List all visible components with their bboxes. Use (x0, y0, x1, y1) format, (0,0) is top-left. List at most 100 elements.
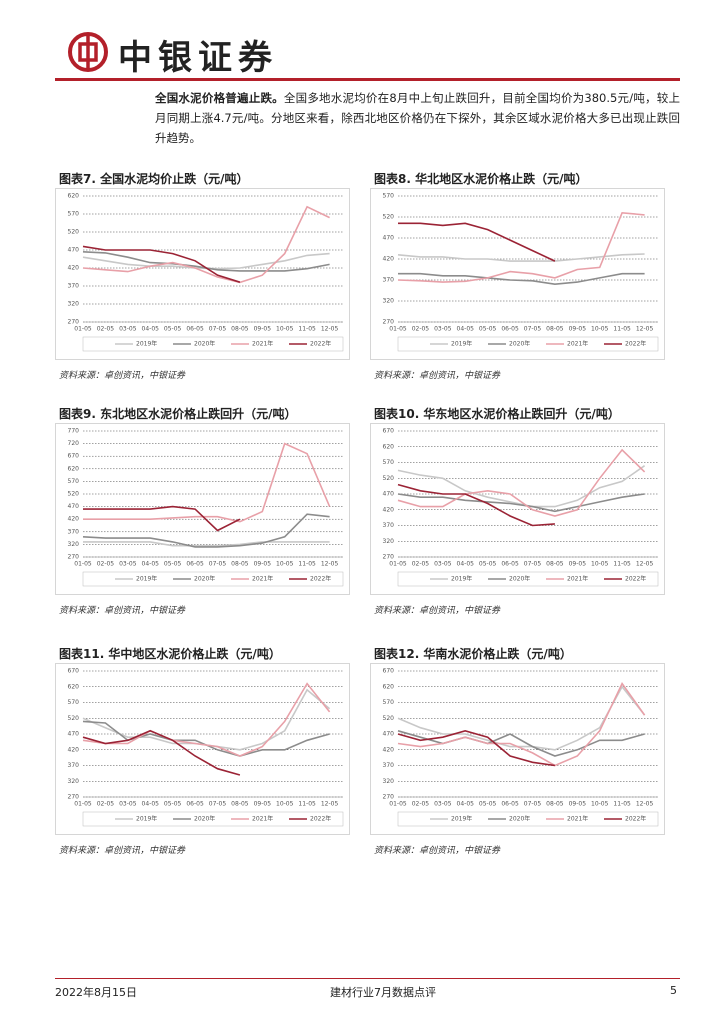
y-tick-label: 620 (383, 683, 395, 690)
y-tick-label: 470 (383, 235, 395, 242)
series-line (397, 448, 646, 517)
x-tick-label: 04-05 (457, 801, 475, 808)
line-chart: 270 320 370 420 470 520 570 620 670 01-05 02-05 03-… (55, 663, 350, 835)
x-tick-label: 08-05 (231, 801, 249, 808)
x-tick-label: 12-05 (321, 326, 339, 333)
x-tick-label: 05-05 (479, 801, 497, 808)
x-tick-label: 08-05 (231, 561, 249, 568)
x-tick-label: 06-05 (186, 326, 204, 333)
y-tick-label: 570 (68, 699, 80, 706)
legend-label: 2019年 (136, 340, 157, 348)
x-tick-label: 07-05 (524, 801, 542, 808)
x-tick-label: 05-05 (479, 561, 497, 568)
legend-label: 2021年 (252, 340, 273, 348)
legend-box (82, 811, 344, 827)
x-tick-label: 06-05 (501, 326, 519, 333)
x-tick-label: 09-05 (254, 561, 272, 568)
x-tick-label: 10-05 (276, 326, 294, 333)
y-tick-label: 670 (68, 668, 80, 675)
series-line (397, 483, 555, 527)
chart-title: 图表11. 华中地区水泥价格止跌（元/吨） (59, 647, 281, 661)
line-chart: 270 320 370 420 470 520 570 620 670 01-05 02-05 03-… (370, 423, 665, 595)
y-tick-label: 620 (68, 683, 80, 690)
legend-label: 2022年 (310, 340, 331, 348)
x-tick-label: 05-05 (479, 326, 497, 333)
y-tick-label: 620 (68, 465, 80, 472)
x-tick-label: 03-05 (119, 801, 137, 808)
y-tick-label: 670 (383, 668, 395, 675)
plot-frame (55, 423, 350, 595)
x-tick-label: 11-05 (613, 326, 631, 333)
y-tick-label: 270 (68, 319, 80, 326)
x-tick-label: 12-05 (636, 561, 654, 568)
footer-date: 2022年8月15日 (55, 986, 137, 999)
x-tick-label: 02-05 (412, 326, 430, 333)
legend-label: 2019年 (451, 575, 472, 583)
y-tick-label: 420 (383, 506, 395, 513)
x-tick-label: 11-05 (298, 326, 316, 333)
footer-report: 建材行业7月数据点评 (330, 986, 436, 999)
chart-source: 资料来源：卓创资讯，中银证券 (59, 371, 186, 381)
legend-box (397, 811, 659, 827)
y-tick-label: 320 (68, 541, 80, 548)
x-tick-label: 04-05 (142, 326, 160, 333)
y-tick-label: 570 (68, 211, 80, 218)
legend-box (82, 571, 344, 587)
y-tick-label: 520 (383, 715, 395, 722)
line-chart: 270 320 370 420 470 520 570 620 670 01-05 02-05 03-… (370, 663, 665, 835)
legend-label: 2021年 (252, 575, 273, 583)
x-tick-label: 04-05 (457, 326, 475, 333)
paragraph-lead: 全国水泥价格普遍止跌。 (155, 91, 284, 105)
legend-label: 2019年 (136, 815, 157, 823)
legend-label: 2019年 (451, 340, 472, 348)
y-tick-label: 720 (68, 440, 80, 447)
y-tick-label: 420 (68, 746, 80, 753)
legend-label: 2022年 (310, 815, 331, 823)
x-tick-label: 01-05 (389, 326, 407, 333)
footer-rule (55, 978, 680, 979)
series-line (397, 211, 645, 283)
legend-label: 2021年 (567, 575, 588, 583)
x-tick-label: 12-05 (636, 801, 654, 808)
legend-label: 2020年 (509, 575, 530, 583)
y-tick-label: 370 (68, 762, 80, 769)
x-tick-label: 07-05 (524, 561, 542, 568)
series-line (83, 442, 331, 523)
y-tick-label: 670 (383, 428, 395, 435)
y-tick-label: 320 (68, 301, 80, 308)
series-line (83, 541, 330, 547)
legend-label: 2019年 (136, 575, 157, 583)
legend-label: 2022年 (310, 575, 331, 583)
legend-label: 2021年 (567, 815, 588, 823)
x-tick-label: 01-05 (74, 326, 92, 333)
x-tick-label: 01-05 (389, 561, 407, 568)
x-tick-label: 06-05 (501, 561, 519, 568)
series-line (398, 222, 556, 262)
y-tick-label: 320 (383, 538, 395, 545)
series-line (398, 272, 645, 286)
legend-box (397, 336, 659, 352)
plot-frame (370, 663, 665, 835)
legend-box (82, 336, 344, 352)
legend-label: 2022年 (625, 340, 646, 348)
logo (68, 32, 108, 72)
x-tick-label: 12-05 (321, 561, 339, 568)
series-line (82, 513, 330, 548)
y-tick-label: 370 (383, 762, 395, 769)
legend-label: 2019年 (451, 815, 472, 823)
y-tick-label: 620 (68, 193, 80, 200)
x-tick-label: 07-05 (209, 326, 227, 333)
x-tick-label: 10-05 (276, 561, 294, 568)
y-tick-label: 370 (68, 283, 80, 290)
y-tick-label: 370 (383, 277, 395, 284)
series-line (397, 682, 646, 767)
x-tick-label: 03-05 (119, 326, 137, 333)
x-tick-label: 02-05 (412, 801, 430, 808)
y-tick-label: 420 (68, 516, 80, 523)
y-tick-label: 320 (383, 298, 395, 305)
x-tick-label: 11-05 (298, 801, 316, 808)
x-tick-label: 09-05 (254, 326, 272, 333)
x-tick-label: 02-05 (412, 561, 430, 568)
y-tick-label: 420 (68, 265, 80, 272)
series-line (82, 245, 241, 283)
